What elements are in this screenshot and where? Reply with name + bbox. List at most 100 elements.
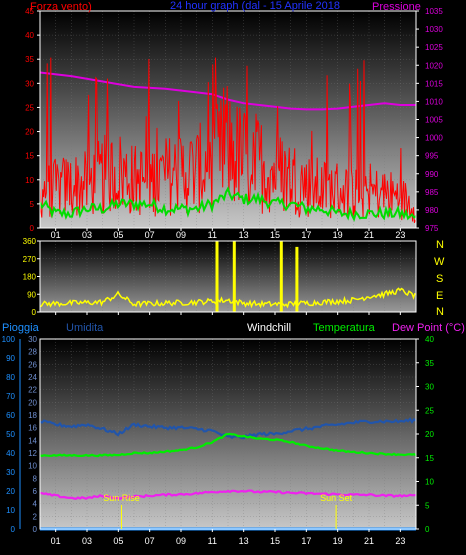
wind-series-line <box>39 57 416 224</box>
gust-series-line <box>39 185 417 222</box>
pressure-tick-label: 995 <box>425 152 439 161</box>
humidity-tick-label: 4 <box>33 500 38 509</box>
humidity-axis-label: Umidita <box>66 322 104 334</box>
temperature-tick-label: 10 <box>425 478 434 487</box>
wind-tick-label: 5 <box>30 200 35 209</box>
temperature-tick-label: 20 <box>425 430 434 439</box>
pressure-series-line <box>39 71 416 111</box>
pressure-tick-label: 1000 <box>425 134 443 143</box>
direction-tick-label: 180 <box>23 273 37 282</box>
dewpoint-legend: Dew Point (°C) <box>392 322 465 334</box>
wind-tick-label: 25 <box>25 103 34 112</box>
x-tick-label-11-p3: 11 <box>208 536 217 546</box>
direction-tick-label: 90 <box>27 290 36 299</box>
rain-tick-label: 90 <box>6 354 15 363</box>
pressure-tick-label: 1005 <box>425 116 443 125</box>
sunrise-label: Sun Rise <box>103 493 140 503</box>
humidity-tick-label: 26 <box>28 360 37 369</box>
windchill-legend: Windchill <box>247 322 291 334</box>
wind-tick-label: 40 <box>25 31 34 40</box>
x-tick-label-07-p3: 07 <box>145 536 155 546</box>
humidity-tick-label: 20 <box>28 398 37 407</box>
x-tick-label-21-p3: 21 <box>364 536 374 546</box>
x-tick-label-21-p1: 21 <box>364 230 374 240</box>
sunset-label: Sun Set <box>320 493 353 503</box>
dew-series-line <box>39 489 417 501</box>
rain-tick-label: 40 <box>6 449 15 458</box>
axis-ticks: 0101030305050707090911111313151517171919… <box>2 7 444 546</box>
wind-direction-spike-1 <box>215 241 219 312</box>
rain-tick-label: 70 <box>6 392 15 401</box>
temperature-tick-label: 35 <box>425 359 434 368</box>
wind-direction-line <box>39 287 416 309</box>
dir-label-n-top: N <box>436 239 444 251</box>
temp-series-line <box>39 432 417 458</box>
temperature-tick-label: 25 <box>425 406 434 415</box>
x-tick-label-13-p1: 13 <box>239 230 249 240</box>
dir-label-e: E <box>436 290 443 302</box>
x-tick-label-07-p1: 07 <box>145 230 155 240</box>
wind-direction-spike-4 <box>295 246 299 312</box>
x-tick-label-05-p1: 05 <box>113 230 123 240</box>
x-tick-label-23-p1: 23 <box>395 230 405 240</box>
temperature-tick-label: 0 <box>425 525 430 534</box>
wind-tick-label: 10 <box>25 176 34 185</box>
x-tick-label-13-p3: 13 <box>239 536 249 546</box>
x-tick-label-15-p1: 15 <box>270 230 280 240</box>
pressure-tick-label: 1010 <box>425 97 443 106</box>
wind-tick-label: 35 <box>25 55 34 64</box>
x-tick-label-11-p1: 11 <box>208 230 217 240</box>
wind-tick-label: 45 <box>25 7 34 16</box>
humidity-tick-label: 8 <box>33 474 38 483</box>
humidity-tick-label: 18 <box>28 411 37 420</box>
x-tick-label-23-p3: 23 <box>395 536 405 546</box>
wind-tick-label: 0 <box>30 224 35 233</box>
humidity-tick-label: 16 <box>28 424 37 433</box>
dir-label-s: S <box>436 273 443 285</box>
dir-label-w: W <box>434 256 445 268</box>
rain-tick-label: 100 <box>2 335 16 344</box>
panel2-series <box>39 241 416 312</box>
rain-axis-label: Pioggia <box>2 322 40 334</box>
temperature-tick-label: 5 <box>425 501 430 510</box>
wind-tick-label: 20 <box>25 128 34 137</box>
humidity-tick-label: 12 <box>28 449 37 458</box>
pressure-tick-label: 1020 <box>425 61 443 70</box>
temperature-tick-label: 15 <box>425 454 434 463</box>
rain-tick-label: 60 <box>6 411 15 420</box>
x-tick-label-01-p1: 01 <box>51 230 61 240</box>
wind-axis-label: Forza vento) <box>30 1 92 13</box>
pressure-tick-label: 975 <box>425 224 439 233</box>
pressure-tick-label: 1030 <box>425 25 443 34</box>
x-tick-label-03-p3: 03 <box>82 536 92 546</box>
temperature-tick-label: 30 <box>425 383 434 392</box>
temperature-legend: Temperatura <box>313 322 376 334</box>
x-tick-label-15-p3: 15 <box>270 536 280 546</box>
x-tick-label-03-p1: 03 <box>82 230 92 240</box>
x-tick-label-05-p3: 05 <box>113 536 123 546</box>
humidity-series-line <box>39 417 417 440</box>
x-tick-label-17-p3: 17 <box>301 536 311 546</box>
pressure-tick-label: 985 <box>425 188 439 197</box>
pressure-tick-label: 1035 <box>425 7 443 16</box>
chart-title: 24 hour graph (dal - 15 Aprile 2018 <box>170 0 340 12</box>
humidity-tick-label: 6 <box>33 487 38 496</box>
humidity-tick-label: 14 <box>28 436 37 445</box>
x-tick-label-17-p1: 17 <box>301 230 311 240</box>
humidity-tick-label: 24 <box>28 373 37 382</box>
rain-tick-label: 10 <box>6 506 15 515</box>
temperature-tick-label: 40 <box>425 335 434 344</box>
direction-tick-label: 360 <box>23 237 37 246</box>
wind-tick-label: 30 <box>25 79 34 88</box>
x-tick-label-19-p3: 19 <box>333 536 343 546</box>
humidity-tick-label: 0 <box>33 525 38 534</box>
humidity-tick-label: 30 <box>28 335 37 344</box>
pressure-tick-label: 990 <box>425 170 439 179</box>
pressure-tick-label: 1015 <box>425 79 443 88</box>
wind-tick-label: 15 <box>25 152 34 161</box>
wind-direction-spike-2 <box>232 241 236 312</box>
rain-tick-label: 0 <box>11 525 16 534</box>
wind-direction-spike-3 <box>279 241 283 312</box>
